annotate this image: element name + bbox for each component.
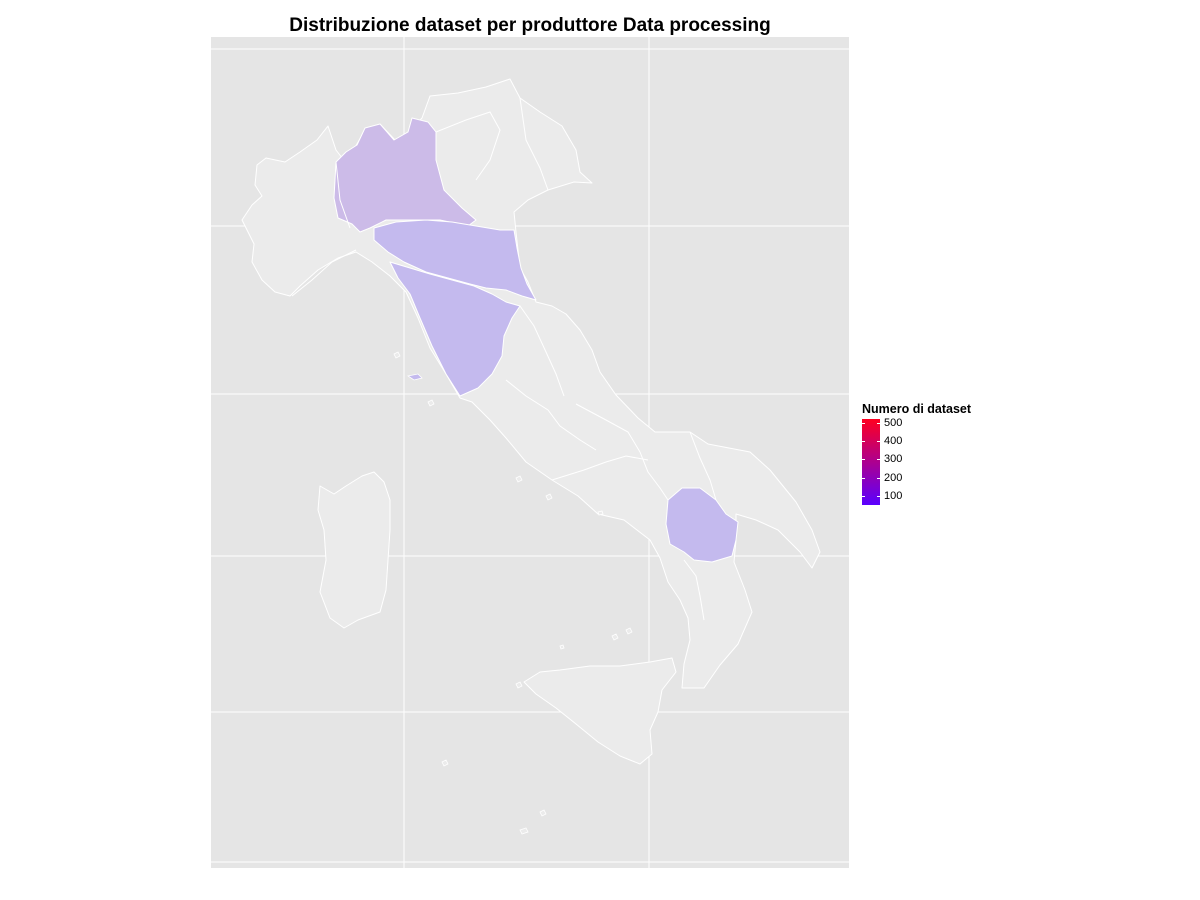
- border-calabria: [683, 559, 705, 621]
- region-sardegna: [317, 471, 391, 629]
- chart-title: Distribuzione dataset per produttore Dat…: [289, 15, 771, 36]
- region-lombardia: [333, 117, 477, 233]
- border-abruzzo-molise: [575, 403, 641, 453]
- legend-body: 500 400 300 200 100: [862, 416, 971, 507]
- border-piemonte-lombardia: [335, 161, 351, 229]
- island-pantelleria: [441, 759, 449, 767]
- legend-tick-label: 300: [884, 453, 903, 466]
- legend-colorbar: [862, 419, 880, 505]
- island-capri: [597, 510, 604, 516]
- region-basilicata: [665, 487, 739, 563]
- island-linosa: [539, 809, 547, 817]
- island-elba: [406, 373, 423, 381]
- small-islands: [393, 351, 633, 835]
- regions: [241, 78, 821, 765]
- island-ponza: [515, 475, 523, 483]
- border-campania-puglia: [639, 451, 669, 501]
- island-ustica: [559, 644, 565, 650]
- legend-tick-label: 500: [884, 416, 903, 429]
- border-marche-umbria: [519, 305, 565, 397]
- border-piemonte-liguria: [291, 249, 357, 297]
- border-trentino-veneto: [435, 111, 501, 181]
- island-capraia: [393, 351, 401, 359]
- region-toscana: [389, 261, 521, 397]
- border-lazio-campania: [551, 455, 649, 481]
- region-borders: [291, 97, 717, 621]
- border-veneto-friuli: [519, 97, 549, 191]
- island-ischia: [545, 493, 553, 501]
- legend: Numero di dataset 500 400 300 200 100: [862, 402, 971, 507]
- island-lampedusa: [519, 827, 529, 835]
- legend-tick-label: 400: [884, 434, 903, 447]
- region-emilia-romagna: [373, 219, 537, 301]
- island-eolie-1: [611, 633, 619, 641]
- legend-tick-label: 100: [884, 489, 903, 502]
- island-giglio: [427, 399, 435, 407]
- legend-title: Numero di dataset: [862, 402, 972, 416]
- legend-tick-label: 200: [884, 471, 903, 484]
- border-lazio-abruzzo: [505, 379, 597, 451]
- border-puglia: [689, 431, 717, 501]
- island-egadi: [515, 681, 523, 689]
- region-sicilia: [523, 657, 677, 765]
- island-eolie-2: [625, 627, 633, 635]
